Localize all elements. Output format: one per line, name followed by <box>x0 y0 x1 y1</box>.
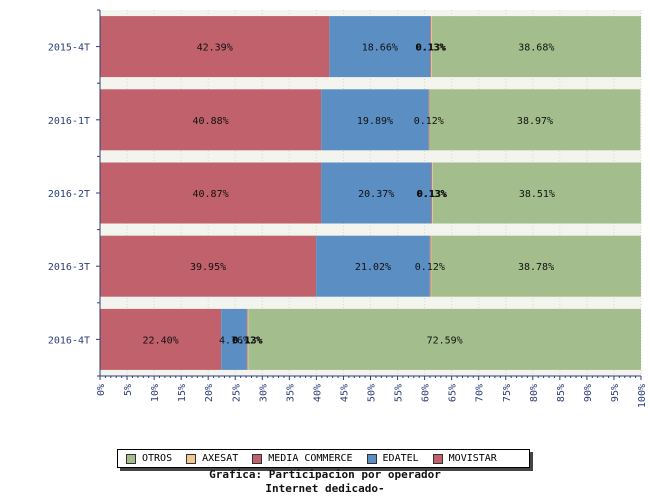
bar-axesat <box>247 308 249 370</box>
bar-movistar <box>100 16 330 78</box>
x-tick-label: 25% <box>231 384 242 402</box>
bar-movistar <box>100 89 322 151</box>
x-tick-label: 5% <box>123 384 134 396</box>
chart-subtitle: Internet dedicado- <box>265 482 385 495</box>
legend-item: OTROS <box>126 453 172 464</box>
data-label: 40.88% <box>193 116 229 127</box>
data-label: 39.95% <box>190 262 226 273</box>
x-tick-label: 10% <box>150 384 161 402</box>
x-tick-label: 60% <box>421 384 432 402</box>
bar-media-commerce <box>429 235 431 297</box>
legend-label: MEDIA COMMERCE <box>268 453 353 464</box>
bar-movistar <box>100 162 322 224</box>
bar-movistar <box>100 308 222 370</box>
x-tick-label: 95% <box>610 384 621 402</box>
x-tick-label: 75% <box>502 384 513 402</box>
bar-media-commerce <box>428 89 430 151</box>
legend-swatch <box>252 453 263 464</box>
bar-edatel <box>316 235 430 297</box>
legend-swatch <box>126 453 136 464</box>
data-label: 0.13% <box>416 189 446 200</box>
data-label: 42.39% <box>197 43 233 54</box>
bar-edatel <box>321 162 432 224</box>
data-label: 72.59% <box>427 335 463 346</box>
data-label: 0.13% <box>415 43 445 54</box>
data-label: 38.78% <box>518 262 554 273</box>
x-tick-label: 35% <box>285 384 296 402</box>
bar-otros <box>431 235 641 297</box>
x-tick-label: 30% <box>258 384 269 402</box>
bar-media-commerce <box>430 16 431 78</box>
data-label: 22.40% <box>143 335 179 346</box>
data-label: 20.37% <box>358 189 394 200</box>
x-tick-label: 100% <box>637 384 648 408</box>
legend-item: AXESAT <box>186 453 238 464</box>
x-tick-label: 65% <box>448 384 459 402</box>
legend-label: EDATEL <box>382 453 419 464</box>
legend-label: OTROS <box>142 453 173 464</box>
x-tick-label: 55% <box>394 384 405 402</box>
data-label: 0.12% <box>415 262 445 273</box>
data-label: 0.13% <box>416 43 446 54</box>
legend-label: AXESAT <box>202 453 239 464</box>
x-tick-label: 0% <box>96 384 107 396</box>
bar-axesat <box>430 235 432 297</box>
category-label: 2015-4T <box>48 43 90 54</box>
bar-otros <box>431 16 641 78</box>
data-label: 0.13% <box>233 335 263 346</box>
legend-item: MEDIA COMMERCE <box>252 453 353 464</box>
data-label: 40.87% <box>192 189 228 200</box>
data-label: 0.12% <box>232 335 262 346</box>
legend-item: MOVISTAR <box>432 453 497 464</box>
data-label: 0.12% <box>414 116 444 127</box>
x-tick-label: 70% <box>475 384 486 402</box>
data-label: 18.66% <box>362 43 398 54</box>
category-label: 2016-2T <box>48 189 90 200</box>
bar-otros <box>432 162 642 224</box>
x-tick-label: 45% <box>339 384 350 402</box>
data-label: 4.76% <box>219 335 249 346</box>
category-label: 2016-3T <box>48 262 90 273</box>
category-label: 2016-1T <box>48 116 90 127</box>
x-tick-label: 50% <box>367 384 378 402</box>
bar-edatel <box>221 308 247 370</box>
data-label: 19.89% <box>357 116 393 127</box>
bar-media-commerce <box>246 308 248 370</box>
legend-label: MOVISTAR <box>448 453 497 464</box>
x-tick-label: 90% <box>583 384 594 402</box>
x-tick-label: 15% <box>177 384 188 402</box>
data-label: 38.97% <box>517 116 553 127</box>
data-label: 38.68% <box>518 43 554 54</box>
x-tick-label: 40% <box>312 384 323 402</box>
data-label: 0.13% <box>417 189 447 200</box>
legend-swatch <box>432 453 443 464</box>
bar-otros <box>248 308 642 370</box>
bar-axesat <box>432 162 433 224</box>
bar-otros <box>429 89 641 151</box>
bar-edatel <box>329 16 431 78</box>
bar-edatel <box>321 89 429 151</box>
legend-item: EDATEL <box>366 453 419 464</box>
x-tick-label: 20% <box>204 384 215 402</box>
chart-title: Grafica: Participacion por operador <box>209 468 441 481</box>
x-tick-label: 85% <box>556 384 567 402</box>
legend-swatch <box>186 453 197 464</box>
legend-swatch <box>366 453 377 464</box>
x-tick-label: 80% <box>529 384 540 402</box>
data-label: 38.51% <box>519 189 555 200</box>
data-label: 21.02% <box>355 262 391 273</box>
bar-axesat <box>430 16 432 78</box>
chart-legend: OTROS AXESAT MEDIA COMMERCE EDATEL MOVISTAR <box>117 449 530 468</box>
category-label: 2016-4T <box>48 335 90 346</box>
bar-media-commerce <box>431 162 433 224</box>
bar-movistar <box>100 235 317 297</box>
